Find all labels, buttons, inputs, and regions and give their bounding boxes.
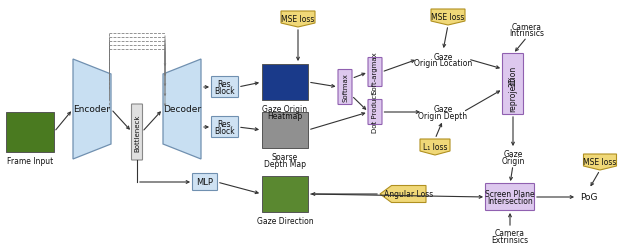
- Bar: [262, 112, 308, 148]
- Text: Dot Product: Dot Product: [372, 92, 378, 133]
- Text: Decoder: Decoder: [163, 105, 201, 114]
- Polygon shape: [281, 12, 315, 28]
- Text: reprojection: reprojection: [509, 65, 518, 111]
- Text: 3D: 3D: [509, 76, 518, 86]
- Text: Gaze: Gaze: [503, 150, 523, 159]
- Polygon shape: [584, 154, 616, 170]
- Text: Origin Location: Origin Location: [414, 59, 472, 68]
- FancyBboxPatch shape: [338, 70, 352, 105]
- Text: Block: Block: [214, 126, 236, 136]
- FancyBboxPatch shape: [211, 77, 239, 98]
- Text: Origin Depth: Origin Depth: [419, 112, 468, 121]
- Text: PoG: PoG: [580, 193, 598, 202]
- FancyBboxPatch shape: [502, 54, 524, 115]
- Text: Sparse: Sparse: [272, 152, 298, 161]
- FancyBboxPatch shape: [211, 117, 239, 138]
- FancyBboxPatch shape: [193, 174, 218, 191]
- Polygon shape: [431, 10, 465, 26]
- Text: Gaze Direction: Gaze Direction: [257, 216, 314, 225]
- Polygon shape: [73, 60, 111, 159]
- Text: Res.: Res.: [217, 80, 233, 89]
- FancyBboxPatch shape: [131, 104, 143, 160]
- Text: Gaze: Gaze: [433, 52, 452, 61]
- Polygon shape: [420, 140, 450, 156]
- Text: Encoder: Encoder: [74, 105, 111, 114]
- Text: Extrinsics: Extrinsics: [492, 236, 529, 244]
- Text: Block: Block: [214, 87, 236, 96]
- Text: Frame Input: Frame Input: [7, 156, 53, 165]
- Text: Origin: Origin: [501, 157, 525, 166]
- FancyBboxPatch shape: [368, 100, 382, 125]
- Polygon shape: [380, 186, 426, 203]
- Text: Softmax: Softmax: [342, 73, 348, 102]
- Text: MSE loss: MSE loss: [431, 14, 465, 22]
- Text: Res.: Res.: [217, 120, 233, 128]
- Text: MSE loss: MSE loss: [583, 158, 617, 167]
- Text: Soft-argmax: Soft-argmax: [372, 52, 378, 94]
- FancyBboxPatch shape: [486, 184, 534, 211]
- Text: Camera: Camera: [495, 228, 525, 237]
- Text: Gaze Origin: Gaze Origin: [262, 104, 308, 114]
- Text: Angular Loss: Angular Loss: [384, 190, 433, 199]
- Bar: [262, 65, 308, 100]
- Text: Heatmap: Heatmap: [268, 112, 303, 120]
- Text: L₁ loss: L₁ loss: [423, 143, 447, 152]
- Text: Gaze: Gaze: [433, 105, 452, 114]
- Text: Depth Map: Depth Map: [264, 159, 306, 168]
- Text: Camera: Camera: [512, 22, 542, 31]
- Text: MSE loss: MSE loss: [282, 16, 315, 24]
- Text: MLP: MLP: [196, 178, 214, 187]
- Polygon shape: [163, 60, 201, 159]
- Text: Intersection: Intersection: [487, 196, 533, 205]
- FancyBboxPatch shape: [368, 58, 382, 87]
- Text: Screen Plane: Screen Plane: [485, 189, 535, 198]
- Bar: [262, 176, 308, 212]
- Bar: [6, 112, 54, 152]
- Text: Bottleneck: Bottleneck: [134, 114, 140, 151]
- Text: Intrinsics: Intrinsics: [509, 30, 545, 38]
